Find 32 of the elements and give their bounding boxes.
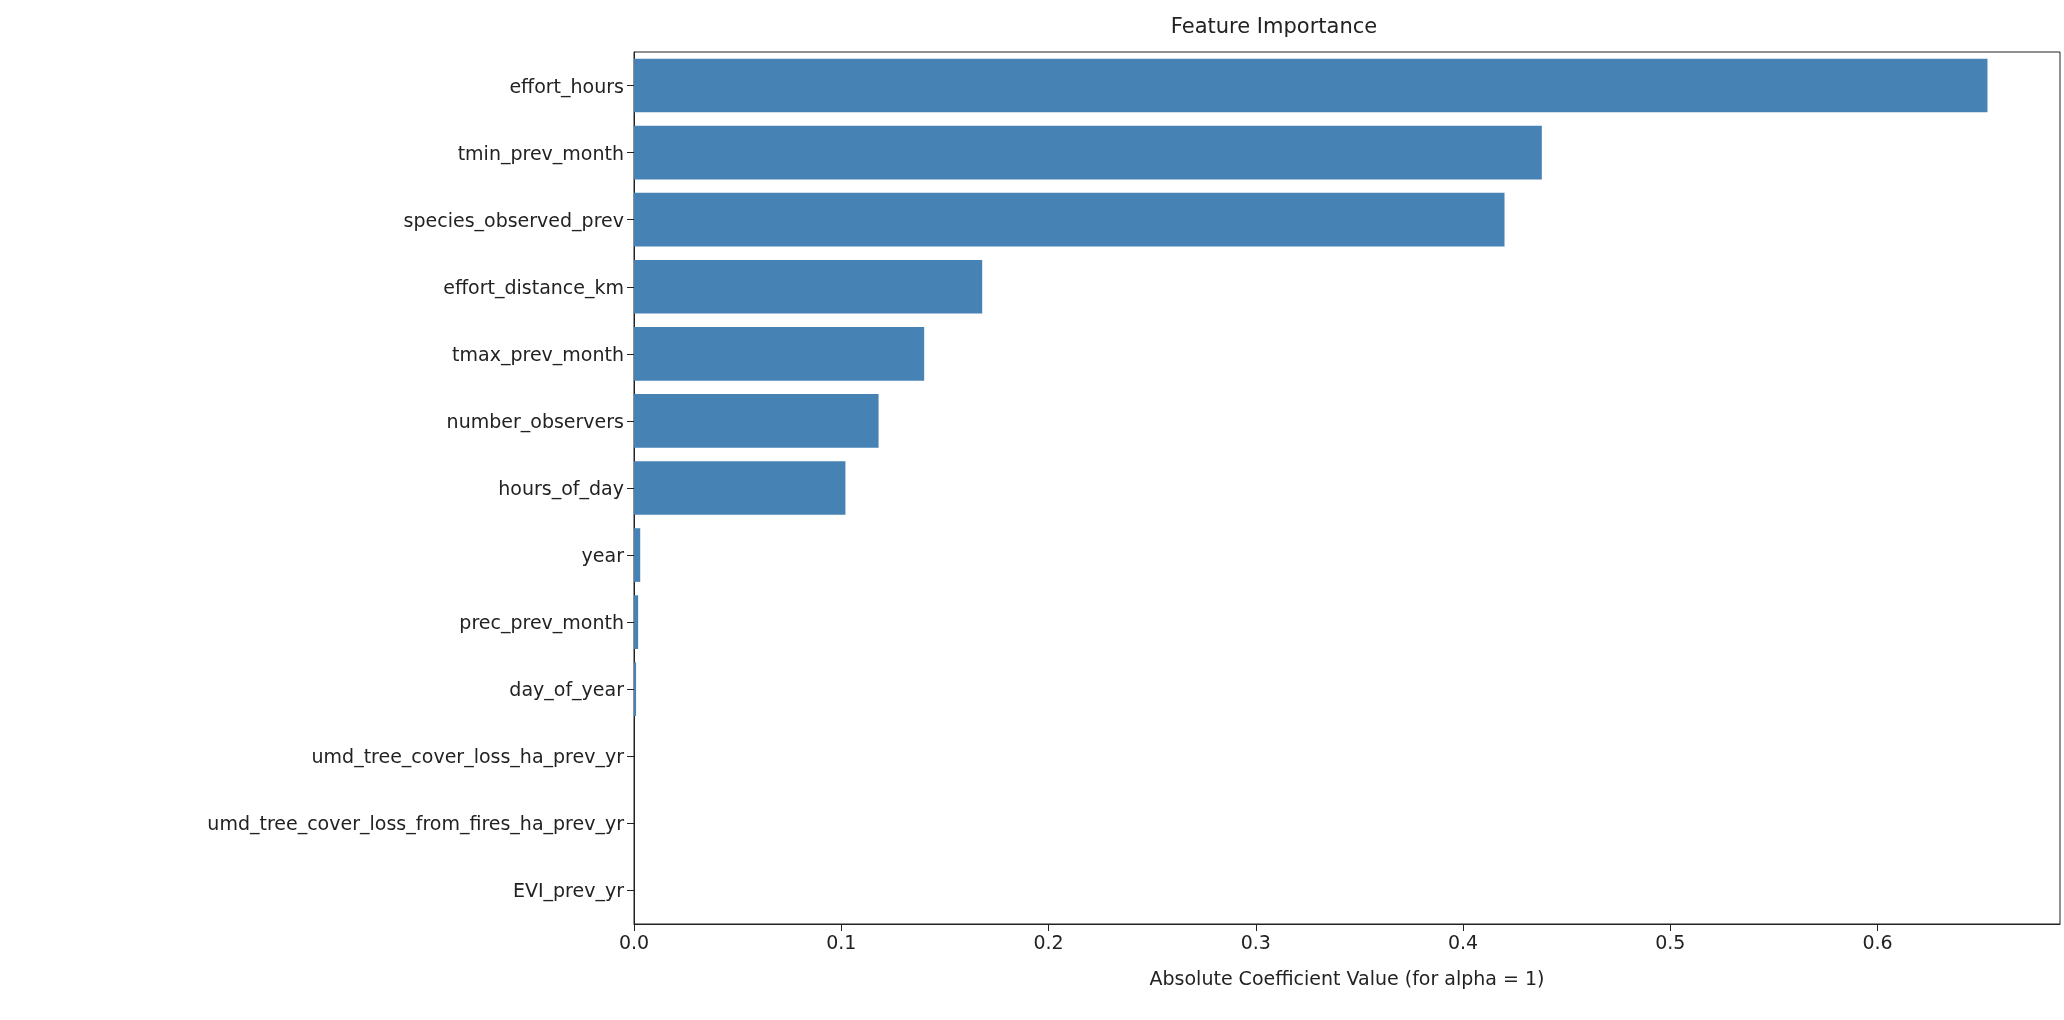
bar <box>634 394 879 448</box>
y-tick-label: year <box>581 544 625 567</box>
bar <box>634 662 637 717</box>
y-tick-label: species_observed_prev <box>403 208 624 232</box>
y-tick-label: prec_prev_month <box>459 611 624 635</box>
x-tick-label: 0.5 <box>1655 930 1686 953</box>
bar <box>634 461 846 515</box>
x-tick-label: 0.3 <box>1240 930 1271 953</box>
bar <box>634 58 1988 113</box>
y-tick-label: umd_tree_cover_loss_ha_prev_yr <box>311 745 625 769</box>
y-tick-label: umd_tree_cover_loss_from_fires_ha_prev_yr <box>207 812 625 836</box>
x-tick-label: 0.2 <box>1033 930 1064 953</box>
y-tick-label: effort_distance_km <box>443 275 624 299</box>
y-tick-label: number_observers <box>446 409 624 433</box>
chart-title: Feature Importance <box>1170 13 1378 38</box>
y-tick-label: effort_hours <box>509 74 624 98</box>
bar <box>634 327 925 381</box>
x-tick-label: 0.1 <box>826 930 857 953</box>
y-tick-label: hours_of_day <box>498 477 624 500</box>
bar <box>634 595 639 649</box>
bar <box>634 192 1505 247</box>
x-tick-label: 0.0 <box>618 930 650 953</box>
bar <box>634 259 983 314</box>
x-axis-title: Absolute Coefficient Value (for alpha = 1) <box>1149 966 1545 989</box>
x-tick-label: 0.6 <box>1862 930 1893 953</box>
y-tick-label: day_of_year <box>509 678 625 702</box>
x-tick-label: 0.4 <box>1447 930 1479 953</box>
bar <box>634 528 641 582</box>
y-tick-label: tmin_prev_month <box>457 141 624 165</box>
bar <box>634 125 1542 180</box>
y-tick-label: EVI_prev_yr <box>512 879 625 903</box>
y-tick-label: tmax_prev_month <box>452 342 624 366</box>
